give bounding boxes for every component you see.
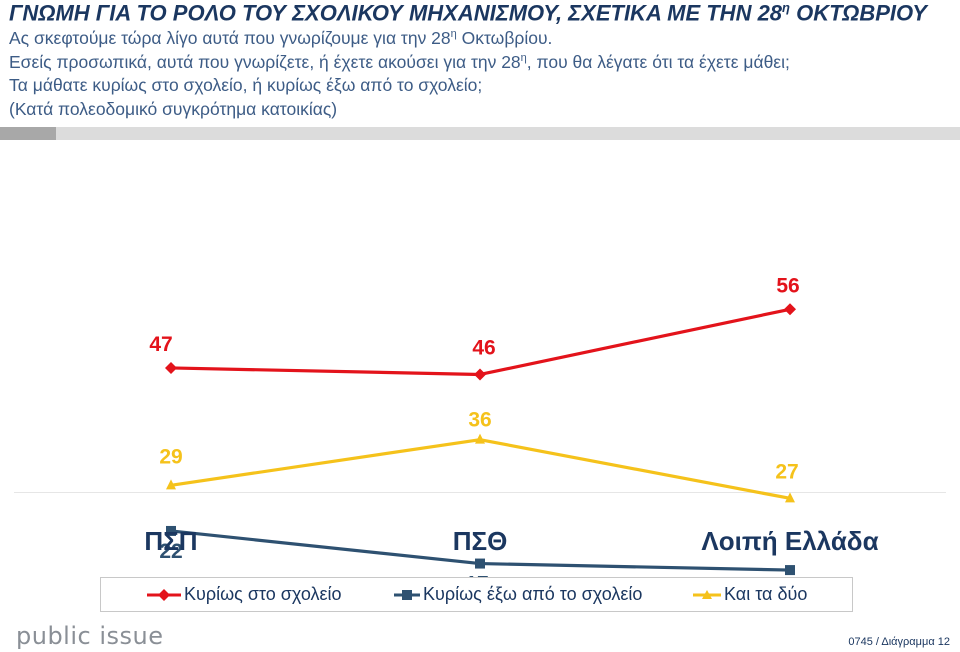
- point-school-2: [784, 303, 796, 316]
- chart-legend: Κυρίως στο σχολείο Κυρίως έξω από το σχο…: [100, 577, 853, 612]
- legend-item-outside: Κυρίως έξω από το σχολείο: [394, 578, 642, 611]
- header-divider-accent: [0, 127, 56, 140]
- category-label-0: ΠΣΠ: [144, 526, 197, 556]
- point-school-1: [474, 368, 486, 381]
- legend-red-diamond-icon: [147, 588, 181, 601]
- question-line-3: Τα μάθατε κυρίως στο σχολείο, ή κυρίως έ…: [9, 75, 483, 95]
- data-label-both-1: 36: [468, 409, 491, 432]
- point-both-0: [166, 479, 176, 490]
- brand-logo: public issue: [16, 622, 164, 650]
- legend-item-both: Και τα δύο: [693, 578, 807, 611]
- category-label-1: ΠΣΘ: [453, 526, 508, 556]
- legend-label-school: Κυρίως στο σχολείο: [184, 584, 342, 604]
- data-label-school-1: 46: [472, 336, 495, 359]
- point-outside-1: [475, 558, 485, 569]
- data-label-both-2: 27: [775, 460, 798, 483]
- point-both-1: [475, 433, 485, 444]
- legend-blue-square-icon: [394, 589, 420, 600]
- legend-item-school: Κυρίως στο σχολείο: [147, 578, 342, 611]
- chart-baseline: [14, 492, 946, 493]
- data-label-school-2: 56: [776, 274, 799, 297]
- category-label-2: Λοιπή Ελλάδα: [701, 526, 878, 556]
- legend-yellow-triangle-icon: [693, 589, 721, 599]
- page-title: ΓΝΩΜΗ ΓΙΑ ΤΟ ΡΟΛΟ ΤΟΥ ΣΧΟΛΙΚΟΥ ΜΗΧΑΝΙΣΜΟ…: [9, 0, 927, 26]
- point-outside-0: [166, 525, 176, 536]
- legend-label-both: Και τα δύο: [724, 584, 808, 604]
- series-line-both: [170, 438, 791, 500]
- question-line-1: Ας σκεφτούμε τώρα λίγο αυτά που γνωρίζου…: [9, 28, 553, 48]
- data-label-outside-0: 22: [159, 540, 182, 563]
- question-line-2: Εσείς προσωπικά, αυτά που γνωρίζετε, ή έ…: [9, 52, 790, 72]
- data-label-both-0: 29: [159, 445, 182, 468]
- header-divider: [0, 127, 960, 140]
- legend-label-outside: Κυρίως έξω από το σχολείο: [423, 584, 643, 604]
- point-outside-2: [785, 565, 795, 576]
- point-school-0: [165, 361, 177, 374]
- data-label-school-0: 47: [149, 333, 172, 356]
- point-both-2: [785, 492, 795, 503]
- slide-reference: 0745 / Διάγραμμα 12: [848, 636, 950, 648]
- question-line-4: (Κατά πολεοδομικό συγκρότημα κατοικίας): [9, 99, 338, 119]
